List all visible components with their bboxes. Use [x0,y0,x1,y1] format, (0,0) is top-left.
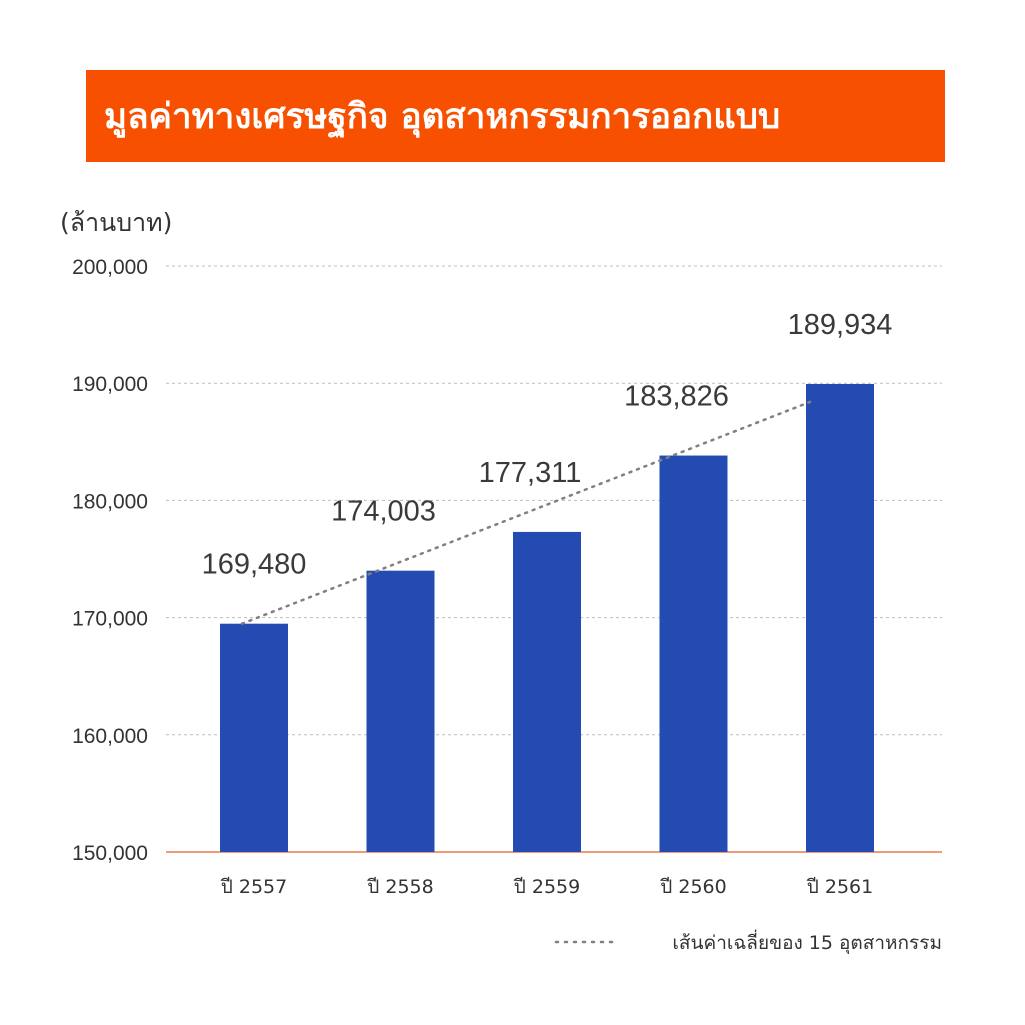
x-category-label: ปี 2560 [659,876,726,898]
bar [366,570,435,852]
x-category-label: ปี 2561 [806,876,873,898]
bar [513,531,581,852]
y-axis-ticks: 150,000 160,000 170,000 180,000 190,000 200,0… [72,256,148,865]
y-tick-label: 160,000 [72,725,148,748]
x-axis-categories: ปี 2557 ปี 2558 ปี 2559 ปี 2560 ปี 2561 [220,876,873,898]
y-tick-label: 180,000 [72,490,148,513]
data-labels: 169,480 174,003 177,311 183,826 189,934 [202,309,893,581]
bar-value-label: 183,826 [624,381,729,413]
bar-value-label: 174,003 [331,496,436,528]
bar-value-label: 169,480 [202,549,307,581]
x-category-label: ปี 2559 [513,876,580,898]
bar [220,623,288,852]
bar-value-label: 189,934 [788,309,893,341]
bars [220,383,874,852]
legend-trendline-label: เส้นค่าเฉลี่ยของ 15 อุตสาหกรรม [672,929,942,955]
y-tick-label: 190,000 [72,373,148,396]
bar [659,455,728,852]
title-banner: มูลค่าทางเศรษฐกิจ อุตสาหกรรมการออกแบบ [86,70,945,162]
x-category-label: ปี 2557 [220,876,287,898]
trendline-path [240,400,812,625]
y-axis-unit-label: (ล้านบาท) [60,208,172,237]
x-category-label: ปี 2558 [366,876,433,898]
chart-title: มูลค่าทางเศรษฐกิจ อุตสาหกรรมการออกแบบ [104,96,781,137]
legend: เส้นค่าเฉลี่ยของ 15 อุตสาหกรรม [554,929,942,955]
bar [806,383,874,852]
trendline [240,400,812,625]
y-tick-label: 150,000 [72,842,148,865]
bar-value-label: 177,311 [479,457,582,489]
y-tick-label: 170,000 [72,608,148,631]
y-tick-label: 200,000 [72,256,148,279]
